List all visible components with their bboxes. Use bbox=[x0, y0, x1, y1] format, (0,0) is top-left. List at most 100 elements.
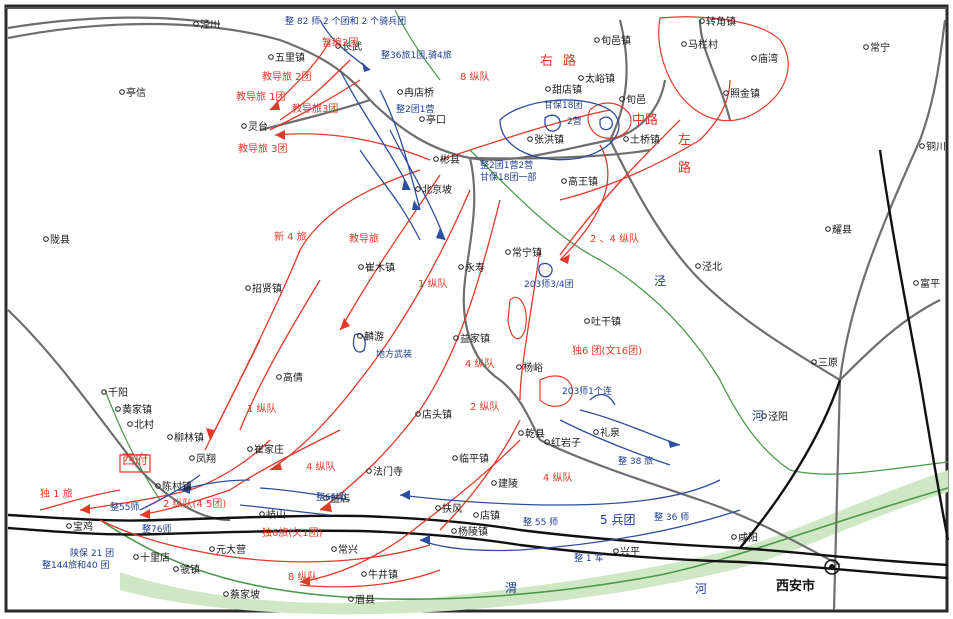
xian-city-dot bbox=[829, 564, 835, 570]
town-marker bbox=[919, 143, 925, 149]
town-marker bbox=[491, 480, 497, 486]
town-label: 益店 bbox=[330, 492, 350, 505]
town-marker bbox=[518, 430, 524, 436]
blue-unit-label: 整 1 军 bbox=[574, 552, 603, 564]
jing-river bbox=[469, 149, 949, 475]
town-label: 十里店 bbox=[140, 551, 170, 564]
red-unit-label: 1 纵队 bbox=[247, 402, 277, 415]
town-marker bbox=[241, 123, 247, 129]
red-unit-label: 独 1 旅 bbox=[40, 487, 73, 500]
town-label: 扶风 bbox=[442, 502, 462, 515]
town-marker bbox=[619, 96, 625, 102]
town-marker bbox=[695, 263, 701, 269]
blue-unit-label: 整 36 师 bbox=[654, 511, 689, 523]
town-label: 咸阳 bbox=[738, 532, 758, 544]
blue-big-label: 5 兵团 bbox=[600, 513, 635, 527]
town-marker bbox=[323, 495, 329, 501]
town-marker bbox=[578, 75, 584, 81]
town-label: 高王镇 bbox=[568, 175, 598, 188]
town-label: 牛井镇 bbox=[368, 568, 398, 581]
town-label: 千阳 bbox=[108, 387, 128, 399]
town-label: 柳林镇 bbox=[174, 431, 204, 444]
town-marker bbox=[473, 512, 479, 518]
town-marker bbox=[452, 455, 458, 461]
town-marker bbox=[435, 505, 441, 511]
blue-unit-label: 整2团1营 bbox=[396, 103, 434, 115]
town-label: 红岩子 bbox=[551, 436, 581, 449]
town-label: 建陵 bbox=[498, 477, 518, 490]
blue-unit-label: 整 55 师 bbox=[523, 516, 558, 528]
town-marker bbox=[115, 406, 121, 412]
town-label: 杨陵镇 bbox=[458, 525, 488, 538]
red-unit-label: 暂编2团 bbox=[322, 36, 358, 49]
town-marker bbox=[209, 546, 215, 552]
blue-big-label: 泾 bbox=[654, 274, 666, 288]
town-marker bbox=[561, 178, 567, 184]
town-label: 富平 bbox=[920, 277, 940, 290]
north-river bbox=[394, 9, 441, 81]
red-unit-label: 教导旅 3团 bbox=[238, 142, 288, 155]
town-label: 常兴 bbox=[338, 543, 358, 556]
town-label: 照金镇 bbox=[730, 87, 760, 100]
town-marker bbox=[527, 136, 533, 142]
town-label: 彬县 bbox=[440, 153, 460, 166]
town-label: 马栏村 bbox=[688, 38, 718, 51]
town-label: 泾川 bbox=[200, 18, 220, 31]
red-unit-label: 4 纵队 bbox=[306, 460, 336, 473]
town-marker bbox=[331, 546, 337, 552]
map-border bbox=[4, 4, 949, 613]
town-label: 宝鸡 bbox=[73, 520, 93, 533]
town-label: 招贤镇 bbox=[252, 282, 282, 295]
town-marker bbox=[358, 264, 364, 270]
red-route-label: 左 bbox=[678, 133, 691, 148]
town-label: 亭信 bbox=[126, 86, 146, 99]
town-label: 转角镇 bbox=[706, 15, 736, 28]
blue-unit-label: 整55师 bbox=[110, 501, 139, 513]
town-marker bbox=[155, 483, 161, 489]
town-marker bbox=[458, 264, 464, 270]
town-marker bbox=[731, 534, 737, 540]
town-marker bbox=[133, 554, 139, 560]
blue-unit-label: 整 82 师 2 个团和 2 个骑兵团 bbox=[285, 15, 406, 27]
red-route-label: 路 bbox=[563, 53, 576, 69]
town-marker bbox=[825, 226, 831, 232]
town-marker bbox=[593, 429, 599, 435]
town-label: 北村 bbox=[134, 418, 154, 431]
town-label: 五里镇 bbox=[275, 51, 305, 64]
town-label: 铜川 bbox=[926, 141, 946, 153]
town-label: 虢镇 bbox=[180, 563, 200, 576]
red-unit-label: 4 纵队 bbox=[543, 471, 573, 484]
town-label: 店镇 bbox=[480, 509, 500, 522]
town-label: 庙湾 bbox=[758, 52, 778, 65]
town-marker bbox=[699, 18, 705, 24]
town-label: 蔡家坡 bbox=[230, 588, 260, 601]
blue-unit-label: 甘保18团一部 bbox=[480, 171, 536, 183]
blue-unit-label: 203师1个连 bbox=[562, 385, 612, 397]
red-route-label: 右 bbox=[540, 54, 553, 69]
blue-unit-label: 整2团1营2营 bbox=[480, 159, 533, 171]
town-label: 泾北 bbox=[702, 260, 722, 273]
town-marker bbox=[433, 156, 439, 162]
town-marker bbox=[101, 389, 107, 395]
blue-arrowheads bbox=[180, 62, 680, 545]
town-label: 元大营 bbox=[216, 543, 246, 556]
city-label-xian: 西安市 bbox=[776, 578, 815, 594]
red-unit-label: 1 纵队 bbox=[418, 277, 448, 290]
blue-unit-label: 整 38 旅 bbox=[618, 455, 653, 467]
red-unit-label: 教导旅3团 bbox=[292, 102, 338, 115]
town-label: 长武 bbox=[342, 40, 362, 53]
town-label: 临平镇 bbox=[459, 452, 489, 465]
town-marker bbox=[193, 21, 199, 27]
town-marker bbox=[913, 280, 919, 286]
town-marker bbox=[415, 411, 421, 417]
town-marker bbox=[335, 43, 341, 49]
town-marker bbox=[357, 333, 363, 339]
town-marker bbox=[681, 41, 687, 47]
red-unit-label: 教导旅 2团 bbox=[262, 70, 312, 83]
red-route-label: 路 bbox=[678, 160, 691, 176]
town-label: 土桥镇 bbox=[630, 133, 660, 146]
town-label: 永寿 bbox=[465, 261, 485, 274]
town-label: 崔木镇 bbox=[365, 261, 395, 274]
red-unit-label: 8 纵队 bbox=[460, 70, 490, 83]
town-marker bbox=[811, 359, 817, 365]
